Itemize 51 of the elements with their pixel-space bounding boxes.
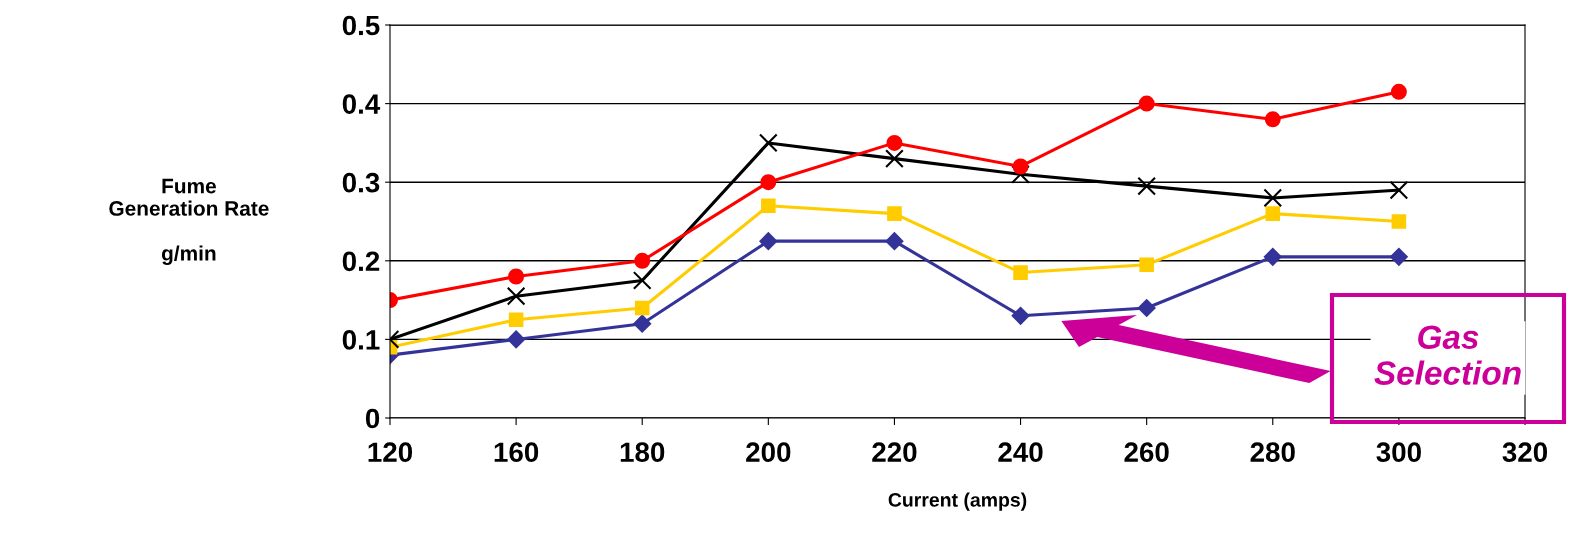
- point: [1012, 158, 1029, 175]
- point: [760, 174, 777, 191]
- y-tick-label: 0.4: [342, 94, 381, 114]
- point: [886, 134, 903, 151]
- x-tick-label: 180: [620, 442, 665, 463]
- point: [508, 312, 524, 328]
- x-tick-label: 120: [368, 442, 413, 463]
- point: [1139, 257, 1154, 273]
- point: [507, 330, 526, 349]
- point: [885, 232, 904, 251]
- point: [633, 314, 652, 333]
- point: [634, 252, 651, 269]
- x-tick-label: 280: [1250, 442, 1295, 463]
- point: [1011, 164, 1030, 184]
- point: [1263, 247, 1282, 266]
- y-tick-label: 0.5: [342, 15, 380, 36]
- point: [1264, 111, 1281, 128]
- annotation: Gas Selection: [1374, 325, 1521, 385]
- point: [634, 300, 650, 316]
- point: [887, 206, 902, 221]
- text: Fume Generation Rate g/min: [109, 178, 269, 265]
- point: [506, 286, 526, 306]
- x-tick-label: 220: [872, 442, 917, 463]
- point: [508, 268, 525, 285]
- x-tick-label: 200: [746, 442, 791, 463]
- x-tick-label: 160: [494, 442, 539, 463]
- point: [1137, 176, 1157, 196]
- x-tick-label: 260: [1124, 442, 1169, 463]
- point: [1013, 265, 1028, 280]
- x-axis-title: Current (amps): [888, 492, 1027, 511]
- point: [1263, 188, 1283, 208]
- point: [1390, 83, 1407, 100]
- point: [1389, 247, 1408, 266]
- point: [758, 133, 778, 153]
- point: [1011, 306, 1030, 325]
- point: [1391, 214, 1407, 229]
- x-tick-label: 240: [998, 442, 1043, 463]
- point: [1389, 180, 1409, 200]
- point: [1265, 206, 1281, 221]
- point: [1137, 299, 1156, 317]
- x-tick-label: 300: [1376, 442, 1421, 463]
- x-tick-label: 320: [1502, 442, 1548, 463]
- point: [759, 232, 778, 251]
- y-tick-label: 0: [365, 408, 380, 429]
- point: [761, 198, 776, 214]
- point: [1138, 95, 1155, 112]
- point: [632, 271, 652, 290]
- y-tick-label: 0.3: [342, 172, 380, 193]
- point: [885, 149, 904, 168]
- y-tick-label: 0.1: [342, 330, 380, 350]
- y-tick-label: 0.2: [342, 251, 380, 272]
